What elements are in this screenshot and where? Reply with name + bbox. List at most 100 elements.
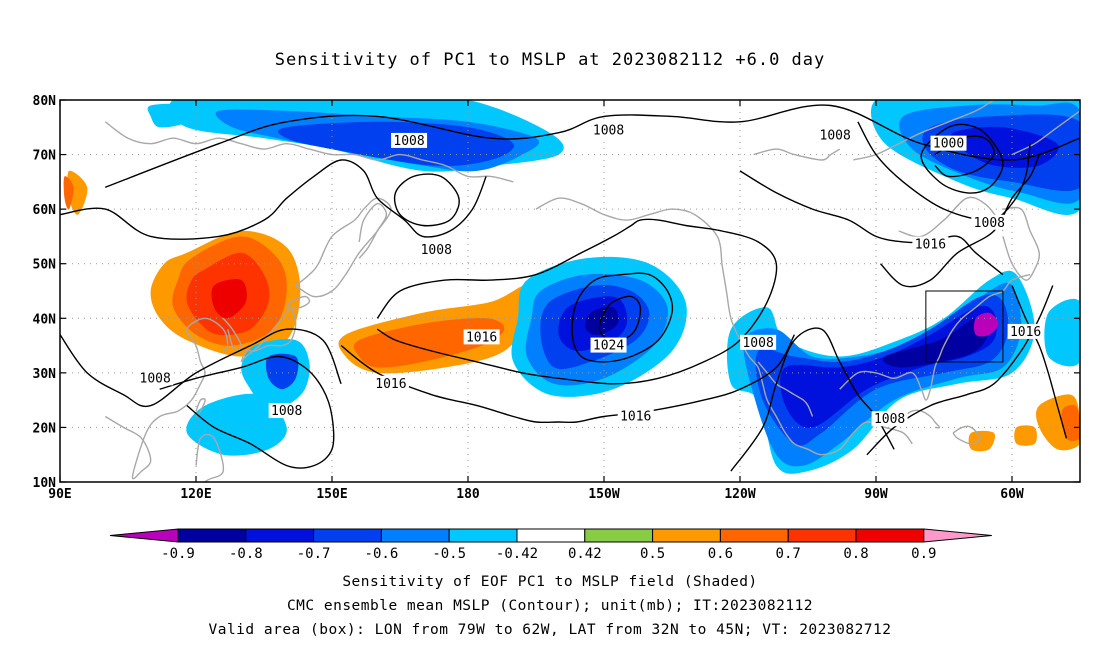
coastline [195,433,225,482]
contour-label-text: 1016 [1010,325,1041,340]
lon-tick-label: 90E [48,487,71,502]
caption-line-1: Sensitivity of EOF PC1 to MSLP field (Sh… [342,574,758,590]
contour-label: 1008 [137,370,174,386]
mslp-contour [159,355,335,469]
shaded-region [585,306,619,335]
mslp-contour [1011,285,1068,439]
plot-frame [59,99,1081,483]
coastline [358,202,388,259]
coastline [839,273,1031,401]
lon-tick-label: 120E [180,487,211,502]
coastline [195,398,206,417]
mslp-contour [60,328,342,408]
colorbar-swatch [516,528,586,543]
contour-label: 1008 [971,214,1008,231]
contour-label: 1016 [1007,323,1044,340]
lon-tick-label: 150E [316,487,347,502]
coastline-layer [104,100,1080,482]
contour-label: 1008 [418,242,455,258]
colorbar-label: -0.8 [229,546,263,562]
shaded-region [780,305,997,428]
shaded-sensitivity-layer [63,100,1080,474]
coastline [284,295,311,309]
shaded-region [1044,298,1080,367]
contour-label-text: 1016 [620,410,651,425]
contour-label-text: 1008 [974,216,1005,231]
colorbar-swatch [584,528,654,543]
coastline [222,317,243,352]
colorbar-label: -0.9 [161,546,195,562]
contour-label-text: 1016 [375,377,406,392]
mslp-contour [879,154,1040,288]
lat-tick-label: 10N [33,476,57,491]
contour-label-bg [930,135,967,151]
contour-label-layer: 1008 1008 1008 1000 1008 1016 1016 1008 1016 1024… [137,122,1044,427]
coastline [104,121,514,183]
contour-label-text: 1024 [593,339,624,354]
contour-label-bg [912,236,949,252]
coastline [295,197,392,298]
contour-label: 1016 [617,408,654,425]
contour-label-bg [740,334,777,350]
colorbar-label: -0.6 [365,546,399,562]
lon-tick-label: 90W [864,487,888,502]
contour-label-text: 1000 [933,137,964,152]
colorbar-label: 0.7 [776,546,801,562]
contour-label-text: 1008 [140,371,171,386]
colorbar-label: 0.9 [911,546,936,562]
contour-label-bg [418,242,455,258]
contour-label: 1008 [740,334,777,351]
contour-label-text: 1016 [466,330,497,345]
coastline [853,100,996,161]
coastline [1011,110,1080,156]
shaded-region [67,170,88,215]
colorbar-label: 0.8 [843,546,868,562]
shaded-region [974,312,999,337]
shaded-region [147,103,191,128]
coastline [104,317,229,480]
contour-label-text: 1008 [593,124,624,139]
chart-title: Sensitivity of PC1 to MSLP at 2023082112… [274,50,826,70]
mslp-contour [393,173,460,227]
colorbar-label: -0.5 [432,546,466,562]
coastline [535,197,723,264]
contour-label-text: 1008 [421,243,452,258]
colorbar-swatch [313,528,382,543]
contour-label-text: 1008 [874,412,905,427]
contour-label: 1016 [912,236,949,253]
contour-label-text: 1008 [742,336,773,351]
contour-label: 1008 [871,411,908,427]
contour-label: 1000 [930,135,967,152]
contour-label-text: 1016 [915,238,946,253]
contour-label: 1008 [391,132,428,149]
caption-line-2: CMC ensemble mean MSLP (Contour); unit(m… [286,598,814,614]
shaded-region [968,430,995,452]
axis-layer: 90E 120E 150E 180 150W 120W 90W 60W 10N 20N 30N 40N… [33,94,1080,502]
colorbar-label: -0.42 [496,546,538,562]
colorbar-swatch [448,528,518,543]
mslp-contour [730,327,895,472]
colorbar-low-triangle [109,528,179,543]
coastline [1002,206,1041,281]
mslp-contour [105,104,1080,188]
lon-tick-label: 180 [456,487,480,502]
contour-label-bg [971,214,1008,230]
contour-label: 1008 [590,122,627,139]
lon-tick-label: 60W [1000,487,1024,502]
coastline [240,306,297,363]
colorbar-swatch [245,528,315,543]
colorbar-swatch [177,528,247,543]
colorbar-swatch [652,528,721,543]
caption-line-3: Valid area (box): LON from 79W to 62W, L… [208,622,892,638]
colorbar-swatch [787,528,857,543]
shaded-region [186,393,287,456]
colorbar-swatch [380,528,450,543]
shaded-region [883,318,990,368]
contour-label-bg [871,411,908,427]
coastline [902,409,941,429]
contour-label: 1008 [268,403,305,419]
shaded-region [63,176,74,210]
mslp-contour [340,334,796,424]
shaded-region [265,353,299,390]
